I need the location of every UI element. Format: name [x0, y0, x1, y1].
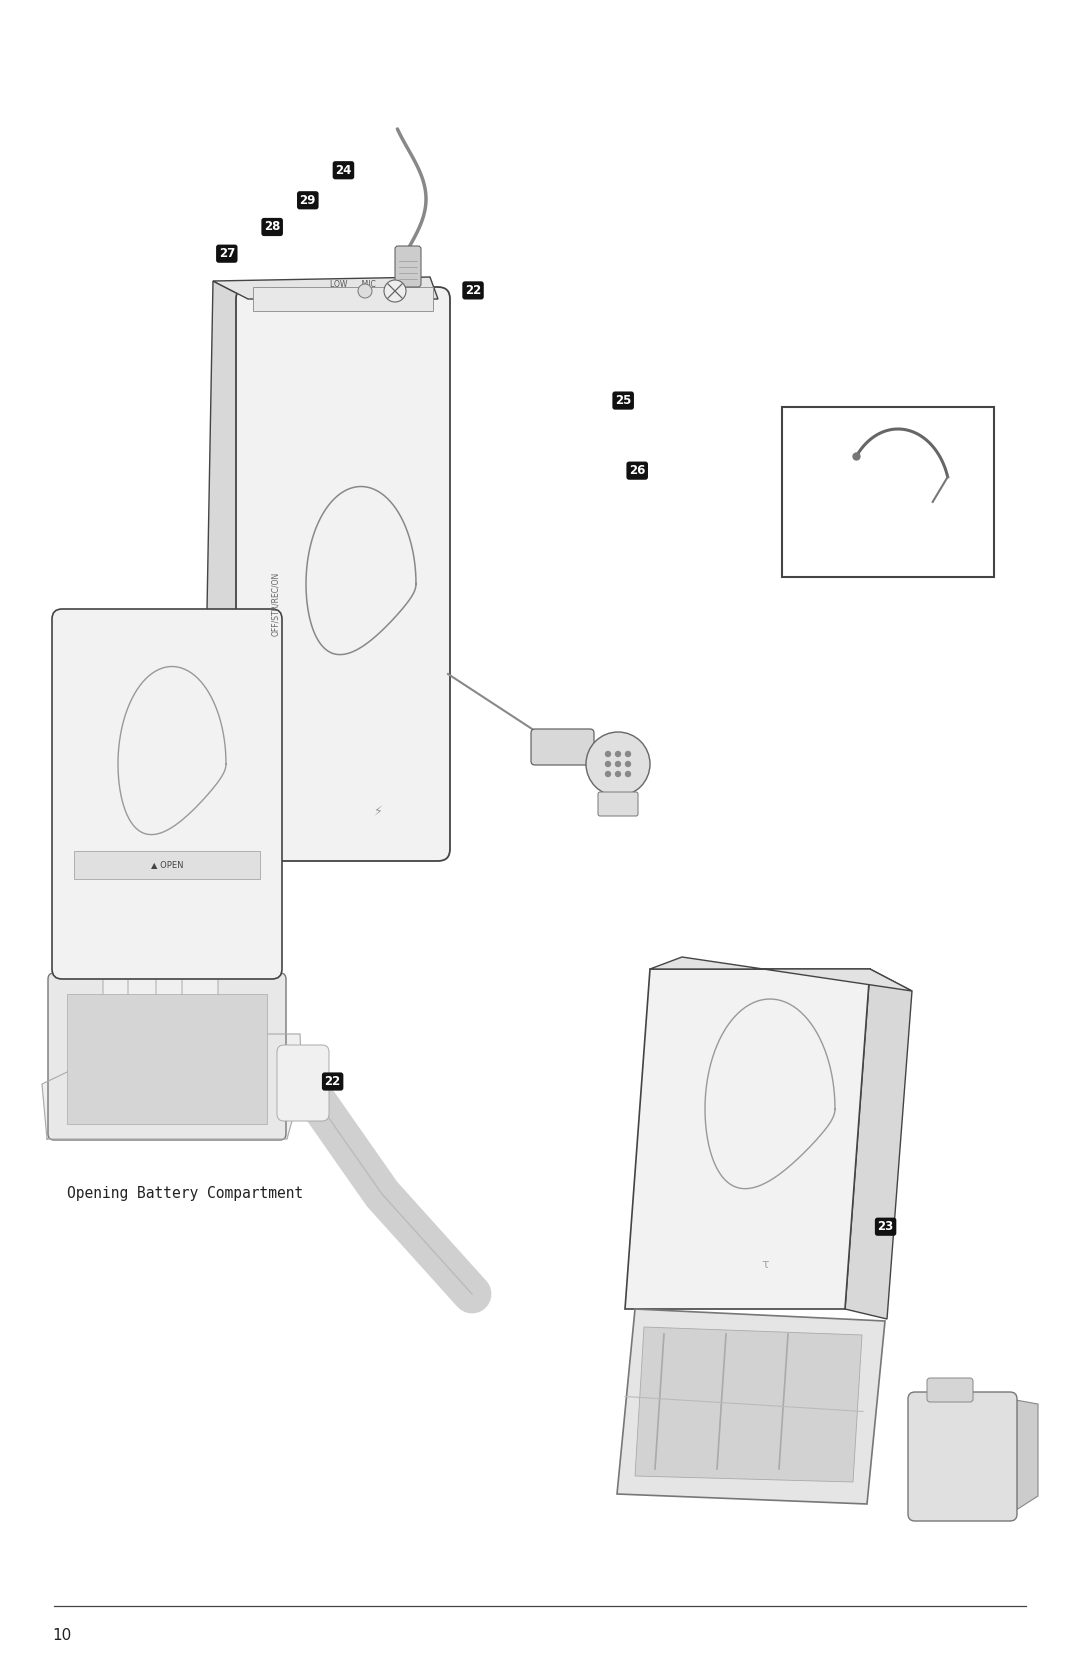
Circle shape [616, 761, 621, 766]
Polygon shape [42, 1035, 302, 1138]
Polygon shape [617, 1308, 885, 1504]
Circle shape [616, 771, 621, 776]
Text: ▲ OPEN: ▲ OPEN [151, 861, 184, 870]
Text: Opening Battery Compartment: Opening Battery Compartment [67, 1187, 303, 1200]
Bar [67, 995, 267, 1123]
Text: 29: 29 [299, 194, 316, 207]
Circle shape [606, 771, 610, 776]
Bar [253, 287, 433, 310]
Polygon shape [1010, 1399, 1038, 1514]
Text: 26: 26 [629, 464, 646, 477]
Circle shape [384, 280, 406, 302]
Circle shape [606, 761, 610, 766]
Text: τ: τ [761, 1257, 769, 1270]
FancyBboxPatch shape [927, 1379, 973, 1402]
Polygon shape [203, 280, 248, 850]
FancyBboxPatch shape [183, 951, 218, 1046]
Polygon shape [650, 956, 912, 991]
Text: 25: 25 [615, 394, 632, 407]
Circle shape [625, 751, 631, 756]
FancyBboxPatch shape [395, 245, 421, 287]
FancyBboxPatch shape [531, 729, 594, 764]
Circle shape [357, 284, 372, 299]
Bar [782, 407, 994, 577]
FancyBboxPatch shape [129, 951, 164, 1046]
Polygon shape [213, 277, 438, 299]
Bar [75, 851, 260, 880]
Circle shape [586, 733, 650, 796]
FancyBboxPatch shape [237, 287, 450, 861]
Text: LOW      MIC: LOW MIC [330, 280, 376, 289]
Text: 10: 10 [52, 1629, 71, 1642]
Circle shape [606, 751, 610, 756]
Text: 22: 22 [464, 284, 482, 297]
Text: OFF/STR/REC/ON: OFF/STR/REC/ON [271, 572, 281, 636]
FancyBboxPatch shape [598, 793, 638, 816]
FancyBboxPatch shape [52, 609, 282, 980]
Polygon shape [635, 1327, 862, 1482]
Polygon shape [845, 970, 912, 1319]
Circle shape [616, 751, 621, 756]
Circle shape [625, 761, 631, 766]
Text: 28: 28 [264, 220, 281, 234]
Circle shape [625, 771, 631, 776]
FancyBboxPatch shape [156, 951, 192, 1046]
Text: 23: 23 [877, 1220, 894, 1233]
Text: ⚡: ⚡ [374, 804, 382, 818]
Text: 22: 22 [324, 1075, 341, 1088]
FancyBboxPatch shape [908, 1392, 1017, 1520]
FancyBboxPatch shape [48, 973, 286, 1140]
FancyBboxPatch shape [276, 1045, 329, 1122]
Text: 27: 27 [218, 247, 235, 260]
Polygon shape [625, 970, 870, 1308]
FancyBboxPatch shape [103, 951, 139, 1046]
Text: 24: 24 [335, 164, 352, 177]
